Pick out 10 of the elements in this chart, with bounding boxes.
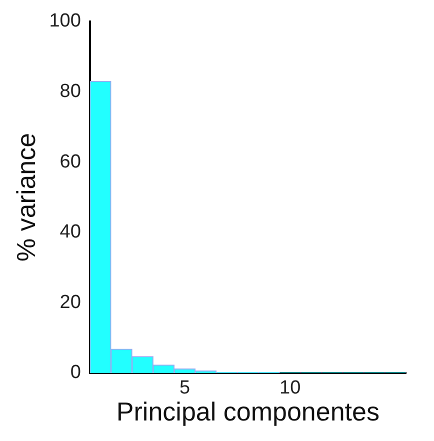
- y-tick-label: 100: [49, 10, 81, 32]
- y-axis-title: % variance: [10, 132, 41, 262]
- x-axis-title: Principal componentes: [116, 396, 380, 427]
- y-tick-label: 60: [60, 151, 81, 172]
- y-tick-label: 0: [70, 362, 81, 384]
- x-tick-label: 5: [179, 378, 190, 399]
- x-tick-label: 10: [280, 378, 301, 399]
- y-tick-label: 40: [60, 222, 81, 243]
- y-tick-label: 80: [60, 80, 81, 102]
- y-tick-label: 20: [60, 292, 81, 313]
